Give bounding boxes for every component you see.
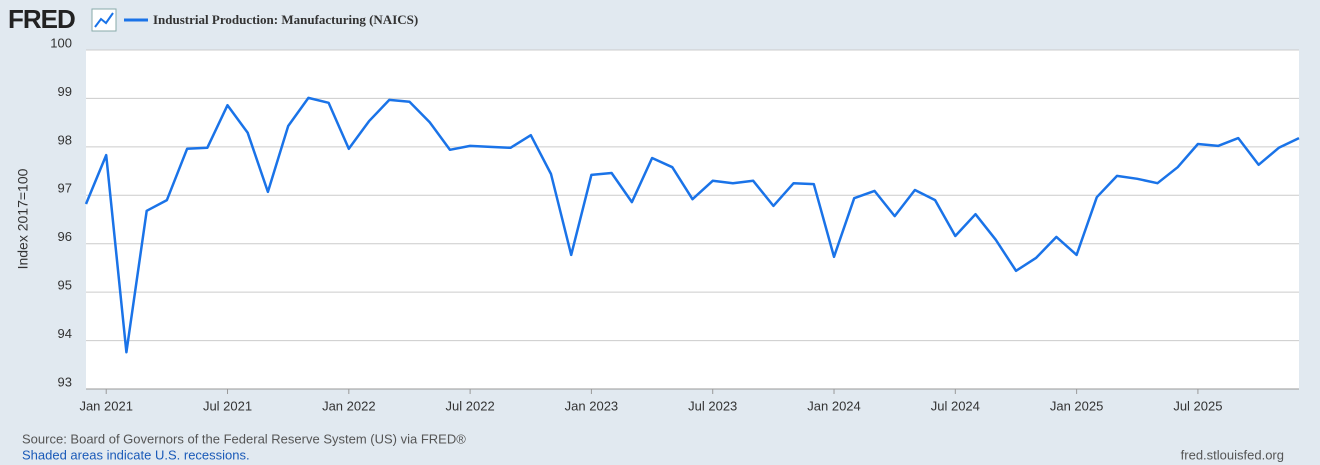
x-tick-label: Jul 2024 bbox=[931, 398, 980, 413]
logo-icon bbox=[91, 8, 117, 32]
x-tick-label: Jul 2023 bbox=[688, 398, 737, 413]
x-tick-label: Jan 2023 bbox=[565, 398, 619, 413]
y-tick-label: 93 bbox=[58, 374, 72, 389]
y-tick-label: 97 bbox=[58, 181, 72, 196]
y-tick-label: 99 bbox=[58, 84, 72, 99]
url: fred.stlouisfed.org bbox=[1181, 447, 1284, 462]
legend-label: Industrial Production: Manufacturing (NA… bbox=[153, 12, 418, 27]
logo: FRED bbox=[8, 4, 75, 34]
source: Source: Board of Governors of the Federa… bbox=[22, 431, 466, 446]
series-line bbox=[84, 96, 1300, 354]
y-tick-label: 95 bbox=[58, 278, 72, 293]
x-tick-label: Jul 2021 bbox=[203, 398, 252, 413]
y-tick-label: 98 bbox=[58, 132, 72, 147]
x-tick-label: Jan 2024 bbox=[807, 398, 861, 413]
note: Shaded areas indicate U.S. recessions. bbox=[22, 447, 250, 462]
x-tick-label: Jan 2021 bbox=[79, 398, 133, 413]
y-tick-label: 100 bbox=[50, 35, 72, 50]
x-tick-label: Jan 2022 bbox=[322, 398, 376, 413]
y-axis-label: Index 2017=100 bbox=[15, 168, 31, 269]
x-tick-label: Jul 2022 bbox=[446, 398, 495, 413]
x-tick-label: Jul 2025 bbox=[1173, 398, 1222, 413]
y-tick-label: 96 bbox=[58, 229, 72, 244]
plot-area bbox=[86, 50, 1299, 389]
y-tick-label: 94 bbox=[58, 326, 72, 341]
x-tick-label: Jan 2025 bbox=[1050, 398, 1104, 413]
